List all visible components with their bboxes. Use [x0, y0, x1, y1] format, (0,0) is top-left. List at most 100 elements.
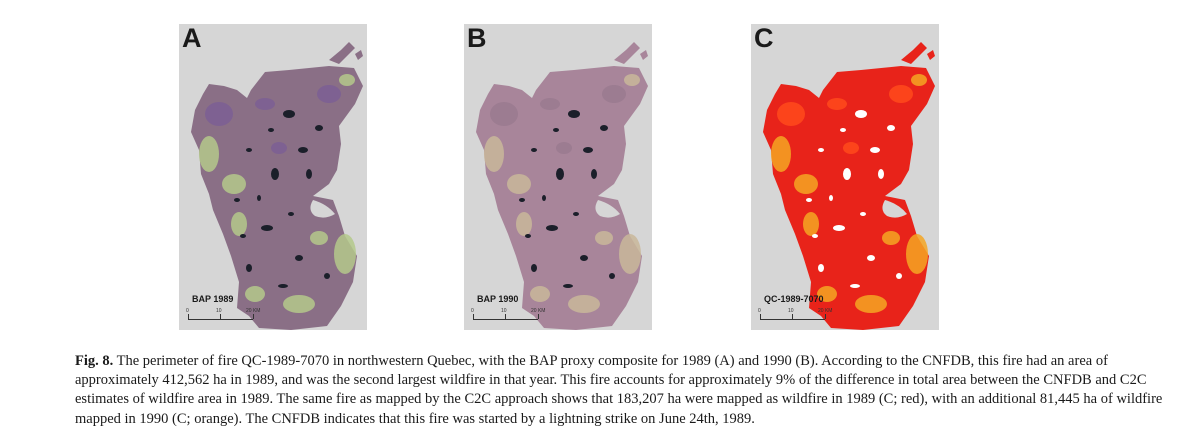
vegetation-patch	[530, 286, 550, 302]
lake	[531, 148, 537, 152]
vegetation-patch	[556, 142, 572, 154]
lake	[246, 264, 252, 272]
lake	[261, 225, 273, 231]
figure-caption: Fig. 8. The perimeter of fire QC-1989-70…	[75, 352, 1165, 429]
vegetation-patch	[882, 231, 900, 245]
landmass	[476, 42, 648, 330]
vegetation-patch	[317, 85, 341, 103]
lake	[833, 225, 845, 231]
vegetation-patch	[516, 212, 532, 236]
lake	[887, 125, 895, 131]
lake	[283, 110, 295, 118]
lake	[870, 147, 880, 153]
bay	[310, 200, 335, 218]
scale-bar: 0 10 20 KM	[470, 308, 550, 328]
lake	[546, 225, 558, 231]
lake	[896, 273, 902, 279]
lake	[583, 147, 593, 153]
lake	[271, 168, 279, 180]
map-label: QC-1989-7070	[764, 294, 824, 304]
vegetation-patch	[817, 286, 837, 302]
lake	[591, 169, 597, 179]
lake	[278, 284, 288, 288]
fire-map-perimeter	[763, 42, 935, 330]
lake	[268, 128, 274, 132]
scale-bar: 0 10 20 KM	[185, 308, 265, 328]
scale-label-mid: 10	[216, 308, 222, 314]
vegetation-patch	[507, 174, 531, 194]
map-panel-c: C QC-1989-7070 0 10 20 KM	[751, 24, 939, 330]
map-label: BAP 1989	[192, 294, 234, 304]
lake	[818, 264, 824, 272]
scale-label-end: 20 KM	[246, 308, 261, 314]
vegetation-patch	[255, 98, 275, 110]
vegetation-patch	[911, 74, 927, 86]
vegetation-patch	[855, 295, 887, 313]
vegetation-patch	[568, 295, 600, 313]
vegetation-patch	[490, 102, 518, 126]
lake	[234, 198, 240, 202]
scale-label-end: 20 KM	[531, 308, 546, 314]
lake	[542, 195, 546, 201]
scale-label-mid: 10	[501, 308, 507, 314]
lake	[306, 169, 312, 179]
vegetation-patch	[231, 212, 247, 236]
lake	[568, 110, 580, 118]
scale-label-start: 0	[471, 308, 474, 314]
vegetation-patch	[222, 174, 246, 194]
landmass	[763, 42, 935, 330]
lake	[600, 125, 608, 131]
vegetation-patch	[771, 136, 791, 172]
vegetation-patch	[339, 74, 355, 86]
lake	[563, 284, 573, 288]
lake	[315, 125, 323, 131]
lake	[525, 234, 531, 238]
panel-letter: C	[754, 24, 774, 53]
lake	[609, 273, 615, 279]
vegetation-patch	[906, 234, 928, 274]
vegetation-patch	[199, 136, 219, 172]
vegetation-patch	[794, 174, 818, 194]
bay	[595, 200, 620, 218]
vegetation-patch	[245, 286, 265, 302]
figure-label: Fig. 8.	[75, 353, 114, 369]
lake	[829, 195, 833, 201]
lake	[246, 148, 252, 152]
lake	[240, 234, 246, 238]
lake	[257, 195, 261, 201]
caption-text: The perimeter of fire QC-1989-7070 in no…	[75, 353, 1163, 427]
vegetation-patch	[619, 234, 641, 274]
lake	[556, 168, 564, 180]
vegetation-patch	[777, 102, 805, 126]
lake	[806, 198, 812, 202]
vegetation-patch	[602, 85, 626, 103]
scale-bar: 0 10 20 KM	[757, 308, 837, 328]
vegetation-patch	[271, 142, 287, 154]
lake	[298, 147, 308, 153]
vegetation-patch	[205, 102, 233, 126]
scale-label-start: 0	[758, 308, 761, 314]
lake	[573, 212, 579, 216]
lake	[850, 284, 860, 288]
lake	[519, 198, 525, 202]
lake	[553, 128, 559, 132]
vegetation-patch	[843, 142, 859, 154]
lake	[843, 168, 851, 180]
panel-letter: A	[182, 24, 202, 53]
vegetation-patch	[803, 212, 819, 236]
vegetation-patch	[484, 136, 504, 172]
panel-letter: B	[467, 24, 487, 53]
scale-label-end: 20 KM	[818, 308, 833, 314]
lake	[288, 212, 294, 216]
scale-label-mid: 10	[788, 308, 794, 314]
vegetation-patch	[334, 234, 356, 274]
vegetation-patch	[310, 231, 328, 245]
map-panel-b: B BAP 1990 0 10 20 KM	[464, 24, 652, 330]
lake	[531, 264, 537, 272]
vegetation-patch	[624, 74, 640, 86]
vegetation-patch	[540, 98, 560, 110]
lake	[580, 255, 588, 261]
fire-map-1989	[191, 42, 363, 330]
lake	[878, 169, 884, 179]
vegetation-patch	[595, 231, 613, 245]
